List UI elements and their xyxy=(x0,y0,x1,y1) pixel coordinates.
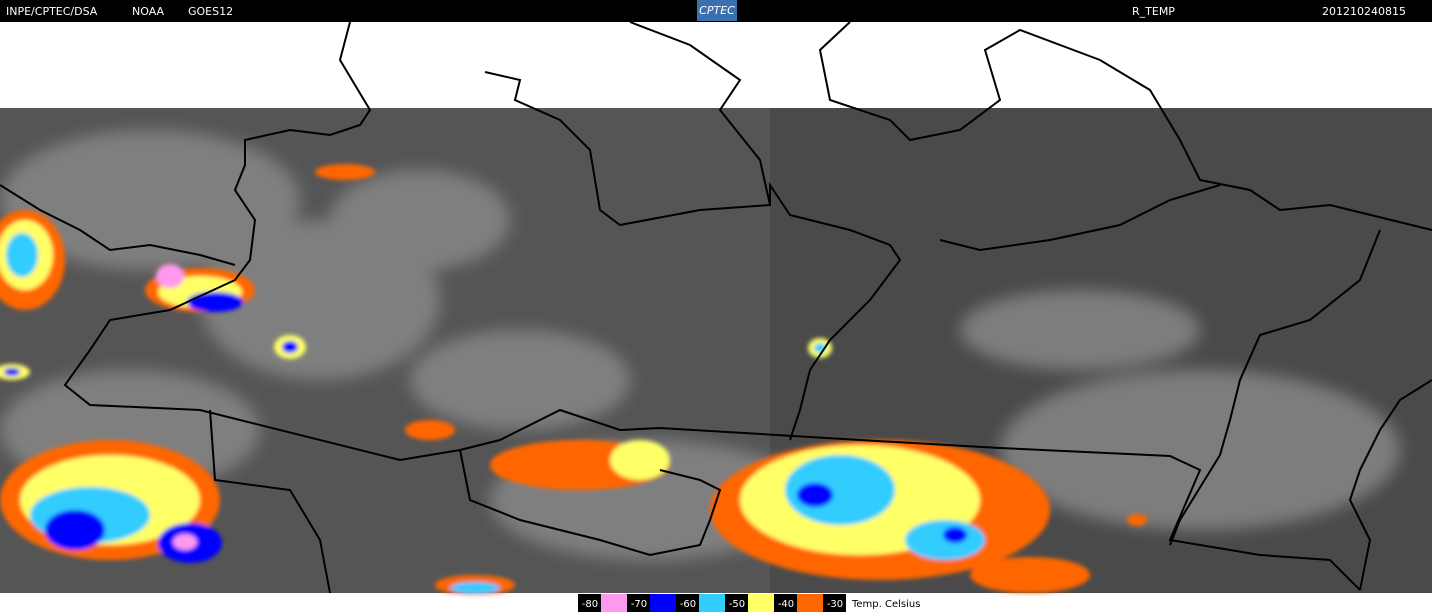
imagery xyxy=(0,108,1432,595)
legend-swatch xyxy=(699,594,725,612)
legend-label-box xyxy=(578,594,601,612)
legend-label: -50 xyxy=(729,599,745,610)
timestamp: 201210240815 xyxy=(1322,5,1406,18)
legend-label-box xyxy=(774,594,797,612)
legend-label: -30 xyxy=(827,599,843,610)
source: INPE/CPTEC/DSA xyxy=(6,5,98,18)
legend-swatch xyxy=(797,594,823,612)
legend-unit: Temp. Celsius xyxy=(851,599,920,610)
legend-label-box xyxy=(725,594,748,612)
legend-label-box xyxy=(823,594,846,612)
logo: CPTEC xyxy=(699,4,735,17)
legend-swatch xyxy=(748,594,774,612)
legend: -80 -70 -60 -50 -40 -30 Temp. Celsius xyxy=(578,594,920,612)
legend-label: -60 xyxy=(680,599,696,610)
product: R_TEMP xyxy=(1132,5,1175,18)
legend-label: -40 xyxy=(778,599,794,610)
legend-label-box xyxy=(676,594,699,612)
legend-label: -80 xyxy=(582,599,598,610)
satellite: GOES12 xyxy=(188,5,233,18)
legend-label-box xyxy=(627,594,650,612)
logo-box xyxy=(697,0,737,21)
agency: NOAA xyxy=(132,5,165,18)
legend-swatch xyxy=(650,594,676,612)
borders xyxy=(0,21,1432,594)
legend-swatch xyxy=(601,594,627,612)
legend-label: -70 xyxy=(631,599,647,610)
convective-cells xyxy=(0,164,1147,595)
